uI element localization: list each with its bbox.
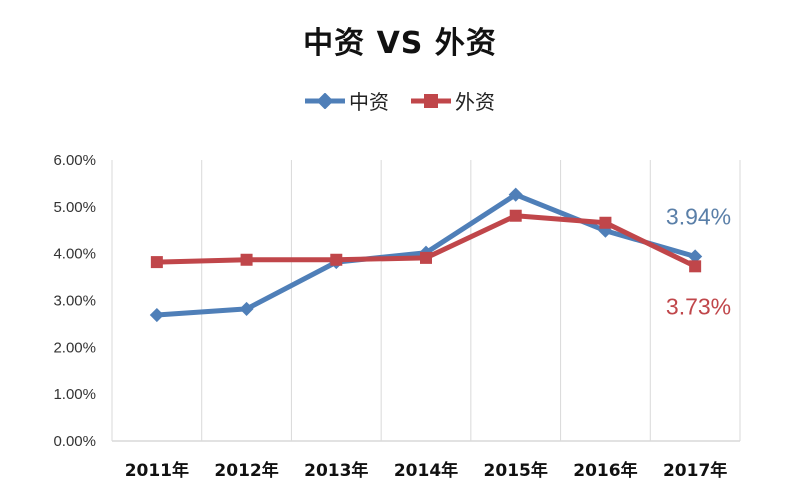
data-point bbox=[508, 187, 523, 202]
data-point bbox=[240, 253, 253, 266]
legend-item-series-2: 外资 bbox=[411, 86, 495, 115]
data-point bbox=[688, 249, 703, 264]
y-tick-label: 3.00% bbox=[53, 293, 96, 310]
series-2 bbox=[150, 209, 702, 273]
y-tick-label: 0.00% bbox=[53, 433, 96, 450]
data-point bbox=[599, 216, 612, 229]
y-tick-label: 5.00% bbox=[53, 199, 96, 216]
data-point bbox=[509, 209, 522, 222]
legend-item-series-1: 中资 bbox=[305, 86, 389, 115]
x-tick-label: 2011年 bbox=[125, 460, 189, 481]
data-point bbox=[689, 260, 702, 273]
x-tick-label: 2015年 bbox=[484, 460, 548, 481]
y-tick-label: 1.00% bbox=[53, 386, 96, 403]
x-tick-label: 2014年 bbox=[394, 460, 458, 481]
data-point bbox=[330, 253, 343, 266]
y-tick-label: 6.00% bbox=[53, 152, 96, 169]
legend: 中资 外资 bbox=[0, 86, 800, 115]
x-tick-label: 2012年 bbox=[214, 460, 278, 481]
data-point bbox=[239, 301, 254, 317]
data-point bbox=[149, 307, 164, 323]
data-label: 3.94% bbox=[666, 203, 731, 229]
square-line-marker-icon bbox=[411, 93, 451, 108]
legend-label: 外资 bbox=[455, 90, 495, 114]
chart-title: 中资 VS 外资 bbox=[303, 26, 497, 61]
data-label: 3.73% bbox=[666, 293, 731, 319]
x-tick-label: 2016年 bbox=[573, 460, 637, 481]
x-tick-label: 2017年 bbox=[663, 460, 727, 481]
legend-label: 中资 bbox=[349, 90, 389, 114]
data-point bbox=[420, 251, 432, 264]
diamond-line-marker-icon bbox=[305, 92, 345, 109]
y-tick-label: 2.00% bbox=[53, 339, 96, 356]
data-point bbox=[150, 256, 163, 269]
x-tick-label: 2013年 bbox=[304, 460, 368, 481]
y-tick-label: 4.00% bbox=[53, 246, 96, 263]
